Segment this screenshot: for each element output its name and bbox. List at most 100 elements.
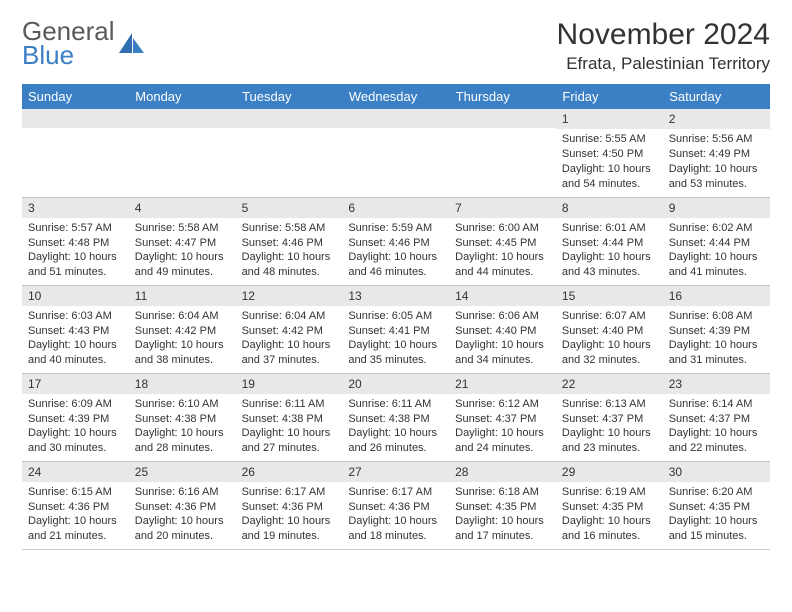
sunset-line: Sunset: 4:35 PM [562,500,657,515]
calendar-table: Sunday Monday Tuesday Wednesday Thursday… [22,84,770,550]
calendar-day-cell: 15Sunrise: 6:07 AMSunset: 4:40 PMDayligh… [556,285,663,373]
sunset-line: Sunset: 4:50 PM [562,147,657,162]
day-number: 17 [22,374,129,394]
daylight-line: Daylight: 10 hours and 16 minutes. [562,514,657,544]
day-number: 29 [556,462,663,482]
sunrise-line: Sunrise: 5:59 AM [348,221,443,236]
sunrise-line: Sunrise: 6:06 AM [455,309,550,324]
day-details: Sunrise: 5:58 AMSunset: 4:46 PMDaylight:… [236,218,343,284]
sunset-line: Sunset: 4:42 PM [135,324,230,339]
day-details: Sunrise: 6:08 AMSunset: 4:39 PMDaylight:… [663,306,770,372]
sunset-line: Sunset: 4:39 PM [669,324,764,339]
day-number-bar [236,109,343,128]
sunset-line: Sunset: 4:46 PM [348,236,443,251]
location-label: Efrata, Palestinian Territory [557,54,770,74]
calendar-day-cell: 3Sunrise: 5:57 AMSunset: 4:48 PMDaylight… [22,197,129,285]
daylight-line: Daylight: 10 hours and 20 minutes. [135,514,230,544]
calendar-day-cell [129,109,236,197]
daylight-line: Daylight: 10 hours and 18 minutes. [348,514,443,544]
sunrise-line: Sunrise: 6:04 AM [242,309,337,324]
day-number-bar [449,109,556,128]
calendar-day-cell: 22Sunrise: 6:13 AMSunset: 4:37 PMDayligh… [556,373,663,461]
daylight-line: Daylight: 10 hours and 38 minutes. [135,338,230,368]
sunset-line: Sunset: 4:47 PM [135,236,230,251]
sunrise-line: Sunrise: 6:13 AM [562,397,657,412]
daylight-line: Daylight: 10 hours and 27 minutes. [242,426,337,456]
calendar-day-cell: 27Sunrise: 6:17 AMSunset: 4:36 PMDayligh… [342,461,449,549]
sunrise-line: Sunrise: 6:11 AM [348,397,443,412]
day-details: Sunrise: 6:04 AMSunset: 4:42 PMDaylight:… [129,306,236,372]
calendar-day-cell: 12Sunrise: 6:04 AMSunset: 4:42 PMDayligh… [236,285,343,373]
sunrise-line: Sunrise: 6:05 AM [348,309,443,324]
sunrise-line: Sunrise: 6:00 AM [455,221,550,236]
calendar-week-row: 17Sunrise: 6:09 AMSunset: 4:39 PMDayligh… [22,373,770,461]
daylight-line: Daylight: 10 hours and 24 minutes. [455,426,550,456]
calendar-day-cell: 29Sunrise: 6:19 AMSunset: 4:35 PMDayligh… [556,461,663,549]
calendar-week-row: 3Sunrise: 5:57 AMSunset: 4:48 PMDaylight… [22,197,770,285]
header: General Blue November 2024 Efrata, Pales… [22,18,770,74]
daylight-line: Daylight: 10 hours and 32 minutes. [562,338,657,368]
weekday-header: Wednesday [342,84,449,109]
calendar-day-cell: 17Sunrise: 6:09 AMSunset: 4:39 PMDayligh… [22,373,129,461]
day-details: Sunrise: 6:07 AMSunset: 4:40 PMDaylight:… [556,306,663,372]
day-details: Sunrise: 6:20 AMSunset: 4:35 PMDaylight:… [663,482,770,548]
day-number: 16 [663,286,770,306]
sunset-line: Sunset: 4:36 PM [348,500,443,515]
day-number: 7 [449,198,556,218]
day-details: Sunrise: 6:11 AMSunset: 4:38 PMDaylight:… [342,394,449,460]
daylight-line: Daylight: 10 hours and 43 minutes. [562,250,657,280]
day-number: 2 [663,109,770,129]
day-number: 4 [129,198,236,218]
day-number: 20 [342,374,449,394]
day-number-bar [129,109,236,128]
calendar-day-cell [342,109,449,197]
day-details: Sunrise: 6:00 AMSunset: 4:45 PMDaylight:… [449,218,556,284]
calendar-day-cell: 8Sunrise: 6:01 AMSunset: 4:44 PMDaylight… [556,197,663,285]
day-number-bar [342,109,449,128]
day-number: 6 [342,198,449,218]
calendar-day-cell: 19Sunrise: 6:11 AMSunset: 4:38 PMDayligh… [236,373,343,461]
sunset-line: Sunset: 4:41 PM [348,324,443,339]
sunset-line: Sunset: 4:48 PM [28,236,123,251]
calendar-week-row: 24Sunrise: 6:15 AMSunset: 4:36 PMDayligh… [22,461,770,549]
day-number: 13 [342,286,449,306]
day-number: 18 [129,374,236,394]
day-number: 25 [129,462,236,482]
sunrise-line: Sunrise: 6:15 AM [28,485,123,500]
day-details: Sunrise: 6:18 AMSunset: 4:35 PMDaylight:… [449,482,556,548]
sunrise-line: Sunrise: 6:11 AM [242,397,337,412]
sunrise-line: Sunrise: 6:12 AM [455,397,550,412]
sunset-line: Sunset: 4:44 PM [669,236,764,251]
calendar-day-cell: 7Sunrise: 6:00 AMSunset: 4:45 PMDaylight… [449,197,556,285]
sunrise-line: Sunrise: 6:16 AM [135,485,230,500]
sunset-line: Sunset: 4:42 PM [242,324,337,339]
day-number: 12 [236,286,343,306]
calendar-day-cell: 4Sunrise: 5:58 AMSunset: 4:47 PMDaylight… [129,197,236,285]
sunset-line: Sunset: 4:46 PM [242,236,337,251]
day-number: 23 [663,374,770,394]
calendar-day-cell: 18Sunrise: 6:10 AMSunset: 4:38 PMDayligh… [129,373,236,461]
calendar-day-cell: 6Sunrise: 5:59 AMSunset: 4:46 PMDaylight… [342,197,449,285]
sunrise-line: Sunrise: 5:58 AM [242,221,337,236]
sunset-line: Sunset: 4:40 PM [455,324,550,339]
day-number: 5 [236,198,343,218]
day-details: Sunrise: 6:04 AMSunset: 4:42 PMDaylight:… [236,306,343,372]
day-details: Sunrise: 5:59 AMSunset: 4:46 PMDaylight:… [342,218,449,284]
sail-icon [119,33,145,59]
day-details: Sunrise: 6:01 AMSunset: 4:44 PMDaylight:… [556,218,663,284]
sunset-line: Sunset: 4:37 PM [455,412,550,427]
day-details: Sunrise: 6:05 AMSunset: 4:41 PMDaylight:… [342,306,449,372]
calendar-day-cell [236,109,343,197]
calendar-day-cell: 25Sunrise: 6:16 AMSunset: 4:36 PMDayligh… [129,461,236,549]
daylight-line: Daylight: 10 hours and 15 minutes. [669,514,764,544]
daylight-line: Daylight: 10 hours and 31 minutes. [669,338,764,368]
day-number: 24 [22,462,129,482]
sunset-line: Sunset: 4:40 PM [562,324,657,339]
sunset-line: Sunset: 4:37 PM [669,412,764,427]
day-details: Sunrise: 6:12 AMSunset: 4:37 PMDaylight:… [449,394,556,460]
weekday-header: Saturday [663,84,770,109]
calendar-day-cell: 20Sunrise: 6:11 AMSunset: 4:38 PMDayligh… [342,373,449,461]
calendar-day-cell: 24Sunrise: 6:15 AMSunset: 4:36 PMDayligh… [22,461,129,549]
daylight-line: Daylight: 10 hours and 22 minutes. [669,426,764,456]
sunset-line: Sunset: 4:35 PM [455,500,550,515]
